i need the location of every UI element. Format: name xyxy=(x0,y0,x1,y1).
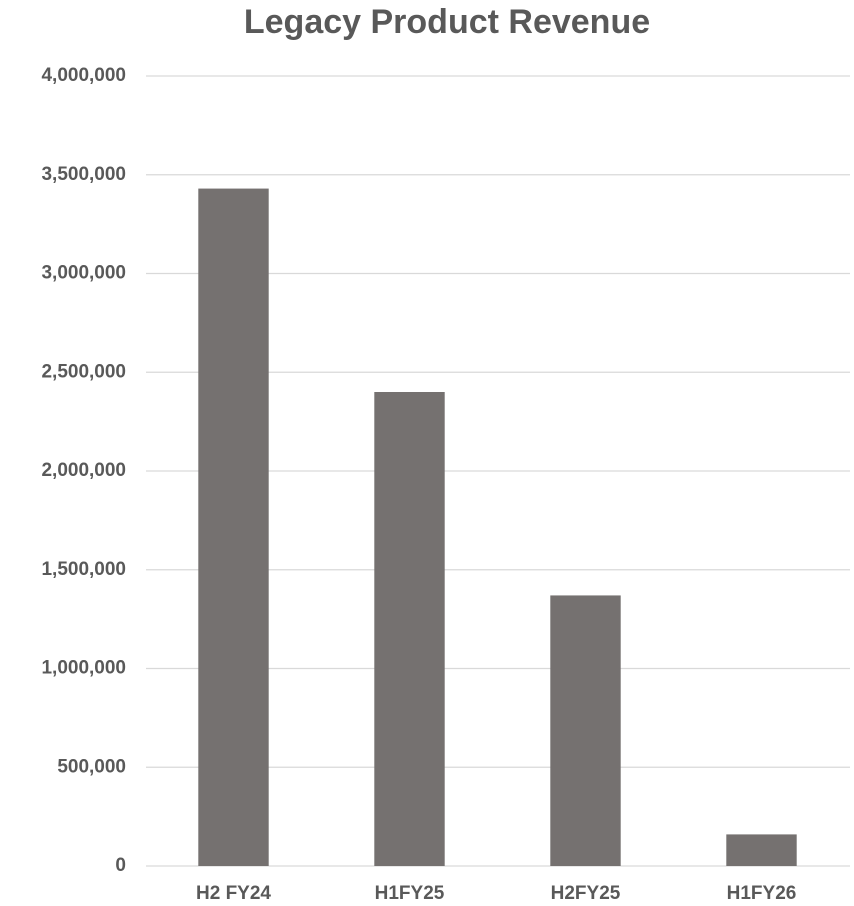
x-tick-label: H2FY25 xyxy=(551,883,621,904)
y-tick-label: 1,500,000 xyxy=(41,559,126,580)
y-tick-label: 0 xyxy=(115,855,126,876)
x-tick-label: H1FY26 xyxy=(727,883,797,904)
y-tick-label: 2,500,000 xyxy=(41,361,126,382)
y-tick-label: 2,000,000 xyxy=(41,460,126,481)
bar xyxy=(198,188,269,866)
bar xyxy=(550,595,621,866)
x-tick-label: H1FY25 xyxy=(375,883,445,904)
y-tick-label: 1,000,000 xyxy=(41,658,126,679)
y-tick-label: 3,000,000 xyxy=(41,263,126,284)
bar xyxy=(726,834,797,866)
y-tick-label: 4,000,000 xyxy=(41,65,126,86)
y-tick-label: 500,000 xyxy=(57,756,126,777)
chart-title: Legacy Product Revenue xyxy=(244,3,650,41)
bar xyxy=(374,392,445,866)
x-tick-label: H2 FY24 xyxy=(196,883,271,904)
y-tick-label: 3,500,000 xyxy=(41,164,126,185)
